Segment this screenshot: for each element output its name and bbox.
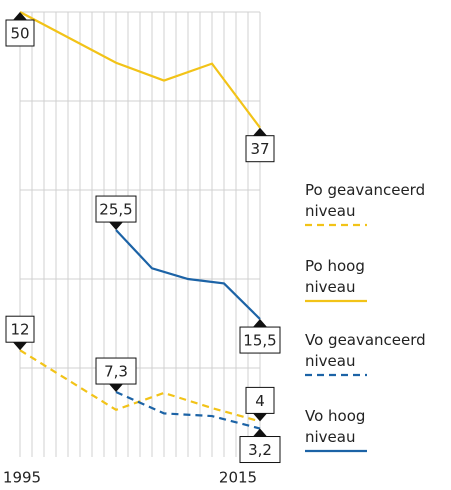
value-label: 50: [10, 25, 29, 43]
series-line: [19, 11, 261, 129]
series-line: [115, 229, 261, 320]
legend-line-2: niveau: [305, 278, 355, 296]
value-label: 25,5: [99, 201, 132, 219]
value-label: 7,3: [104, 363, 128, 381]
label-box: [5, 315, 35, 343]
value-label: 15,5: [243, 332, 276, 350]
value-label: 12: [10, 321, 29, 339]
label-box: [245, 386, 275, 414]
label-box: [5, 19, 35, 47]
legend-line-1: Vo geavanceerd: [305, 331, 426, 349]
legend-line-1: Po hoog: [305, 257, 365, 275]
legend-line-2: niveau: [305, 428, 355, 446]
legend-label: Vo hoog niveau: [305, 407, 365, 446]
label-marker: [253, 428, 267, 437]
value-label: 3,2: [248, 441, 272, 459]
value-label: 4: [255, 392, 265, 410]
legend-label: Vo geavanceerd niveau: [305, 331, 426, 370]
legend-label: Po geavanceerd niveau: [305, 181, 425, 220]
label-marker: [109, 222, 123, 231]
x-tick-label: 1995: [3, 469, 41, 487]
x-tick-label: 2015: [219, 469, 257, 487]
label-marker: [253, 413, 267, 422]
legend-line-2: niveau: [305, 202, 355, 220]
label-box: [239, 436, 281, 464]
legend-line-2: niveau: [305, 352, 355, 370]
legend-line-1: Vo hoog: [305, 407, 365, 425]
series-line: [115, 391, 261, 430]
legend-label: Po hoog niveau: [305, 257, 365, 296]
legend-line-1: Po geavanceerd: [305, 181, 425, 199]
value-label: 37: [250, 140, 269, 158]
label-marker: [253, 319, 267, 328]
series-line: [19, 349, 261, 423]
label-marker: [13, 12, 27, 20]
label-marker: [13, 342, 27, 351]
label-box: [95, 357, 137, 385]
label-box: [239, 326, 281, 354]
label-box: [95, 195, 137, 223]
label-marker: [253, 127, 267, 136]
label-box: [245, 135, 275, 163]
label-marker: [109, 384, 123, 393]
